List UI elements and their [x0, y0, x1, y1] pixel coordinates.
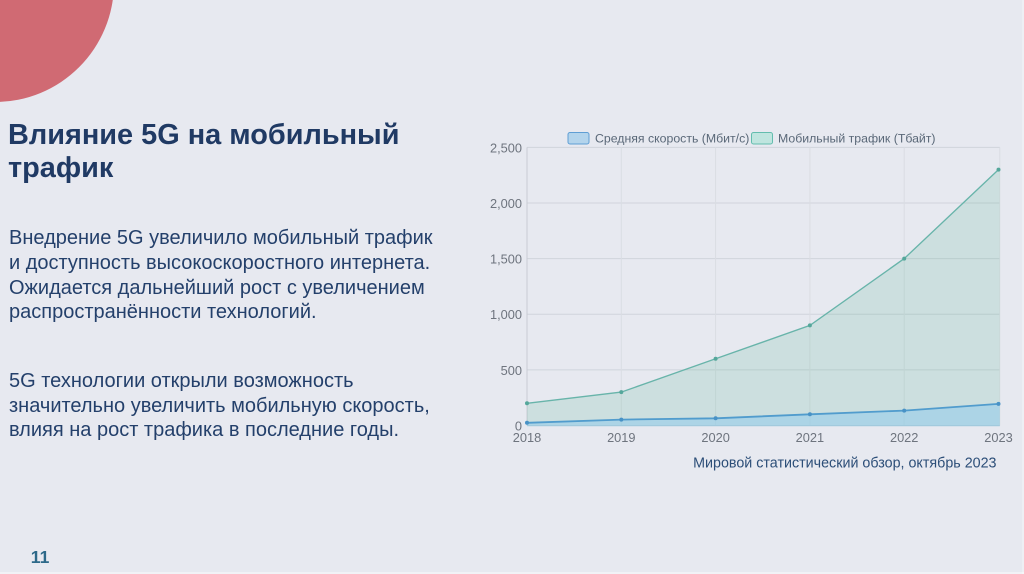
svg-text:Средняя скорость (Мбит/с): Средняя скорость (Мбит/с): [595, 131, 749, 145]
svg-text:2,000: 2,000: [490, 196, 522, 211]
svg-text:2,500: 2,500: [490, 140, 522, 155]
svg-text:Мобильный трафик (Тбайт): Мобильный трафик (Тбайт): [778, 131, 936, 145]
svg-text:Мировой статистический обзор,: Мировой статистический обзор, октябрь 20…: [693, 456, 996, 472]
svg-text:1,000: 1,000: [490, 307, 522, 322]
svg-text:0: 0: [515, 418, 522, 433]
svg-text:500: 500: [501, 363, 522, 378]
svg-text:2020: 2020: [701, 430, 729, 445]
svg-text:2023: 2023: [984, 430, 1012, 445]
svg-text:2018: 2018: [513, 430, 541, 445]
svg-text:2021: 2021: [796, 430, 824, 445]
svg-text:2022: 2022: [890, 430, 918, 445]
svg-text:2019: 2019: [607, 430, 635, 445]
svg-text:1,500: 1,500: [490, 252, 522, 267]
